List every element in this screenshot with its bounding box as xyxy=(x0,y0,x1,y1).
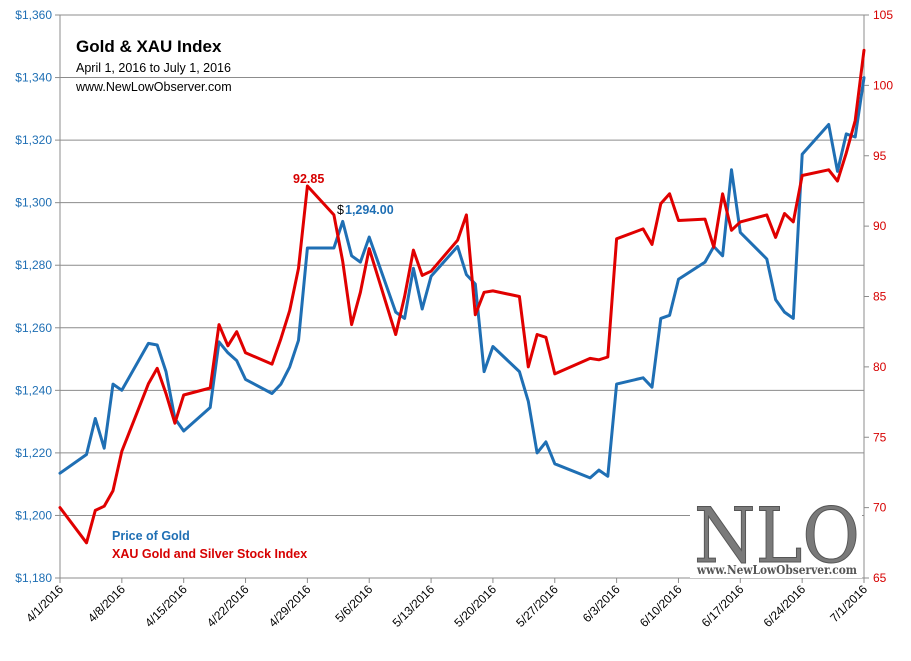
left-axis-tick-label: $1,220 xyxy=(15,446,52,460)
chart-title: Gold & XAU Index xyxy=(76,37,222,56)
series-line-gold xyxy=(58,76,866,480)
annotation-gold-peak: 1,294.00 xyxy=(345,203,394,217)
left-axis-tick-label: $1,280 xyxy=(15,258,52,272)
annotation-xau-peak: 92.85 xyxy=(293,172,324,186)
logo: NLO www.NewLowObserver.com xyxy=(690,491,862,581)
right-axis-tick-label: 90 xyxy=(873,219,887,233)
right-axis-ticks: 65 70 75 80 85 90 95 100 105 xyxy=(864,8,893,585)
right-axis-tick-label: 65 xyxy=(873,571,887,585)
right-axis-tick-label: 85 xyxy=(873,290,887,304)
left-axis-ticks: $1,180 $1,200 $1,220 $1,240 $1,260 $1,280 $1,3… xyxy=(15,8,60,585)
right-axis-tick-label: 70 xyxy=(873,501,887,515)
left-axis-tick-label: $1,200 xyxy=(15,508,52,522)
right-axis-tick-label: 105 xyxy=(873,8,893,22)
chart-subtitle: April 1, 2016 to July 1, 2016 xyxy=(76,61,231,75)
legend-item-gold: Price of Gold xyxy=(112,529,190,543)
right-axis-tick-label: 100 xyxy=(873,78,893,92)
left-axis-tick-label: $1,360 xyxy=(15,8,52,22)
left-axis-tick-label: $1,340 xyxy=(15,71,52,85)
annotation-gold-peak-symbol: $ xyxy=(337,203,344,217)
legend-item-xau: XAU Gold and Silver Stock Index xyxy=(112,547,307,561)
left-axis-tick-label: $1,320 xyxy=(15,133,52,147)
logo-url: www.NewLowObserver.com xyxy=(696,563,857,577)
chart-source: www.NewLowObserver.com xyxy=(75,80,232,94)
grid xyxy=(60,14,864,516)
left-axis-tick-label: $1,180 xyxy=(15,571,52,585)
right-axis-tick-label: 95 xyxy=(873,149,887,163)
series-line-xau xyxy=(58,48,866,545)
legend: Price of Gold XAU Gold and Silver Stock … xyxy=(112,529,307,561)
logo-text: NLO xyxy=(694,491,860,580)
left-axis-tick-label: $1,240 xyxy=(15,383,52,397)
right-axis-tick-label: 75 xyxy=(873,430,887,444)
logo-background xyxy=(690,498,862,578)
left-axis-tick-label: $1,260 xyxy=(15,321,52,335)
left-axis-tick-label: $1,300 xyxy=(15,196,52,210)
right-axis-tick-label: 80 xyxy=(873,360,887,374)
series-layer xyxy=(58,48,866,545)
